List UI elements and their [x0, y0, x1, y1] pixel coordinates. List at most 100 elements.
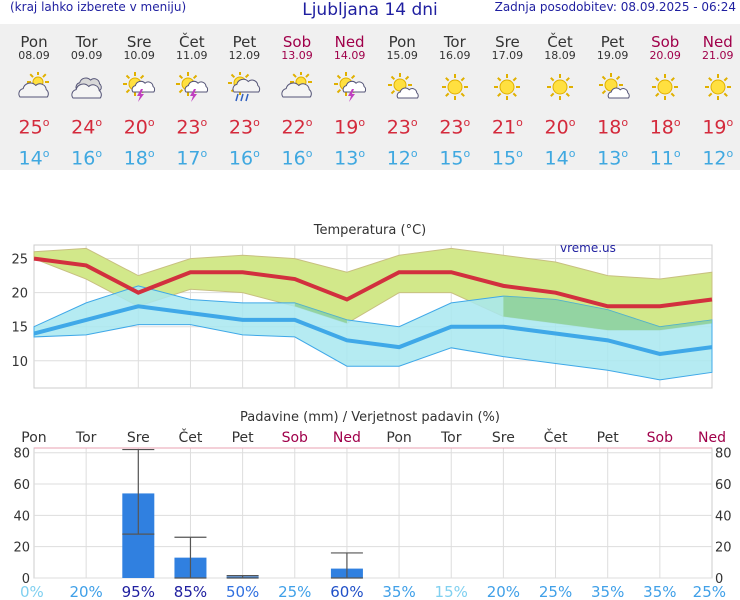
y-tick-label-left: 60 [13, 478, 30, 493]
max-temperature: 25o [18, 116, 50, 139]
sun-icon [547, 74, 573, 100]
max-temperature: 19o [702, 116, 734, 139]
x-category-label: Sre [492, 430, 515, 446]
y-tick-label: 15 [11, 321, 28, 336]
daily-forecast-strip: Pon 08.09 25o 14o Tor 09.09 24o 16o Sre 10.09 20o 1… [0, 24, 740, 170]
max-temperature: 23o [176, 116, 208, 139]
sun-rain-icon [228, 72, 261, 102]
forecast-day: Pon 15.09 23o 12o [376, 24, 428, 170]
min-temperature: 16o [228, 147, 260, 170]
day-name: Pon [20, 33, 48, 51]
max-temperature: 23o [439, 116, 471, 139]
cloudy-icon [70, 77, 102, 99]
forecast-day: Pet 12.09 23o 16o [218, 24, 270, 170]
x-category-label: Sob [647, 430, 673, 446]
max-temperature: 22o [281, 116, 313, 139]
precipitation-probability: 60% [330, 583, 363, 600]
day-name: Tor [443, 33, 466, 51]
y-tick-label-left: 20 [13, 541, 30, 556]
forecast-day: Sre 10.09 20o 18o [113, 24, 165, 170]
max-temperature: 23o [228, 116, 260, 139]
y-tick-label-left: 0 [22, 572, 30, 587]
forecast-day: Tor 09.09 24o 16o [61, 24, 113, 170]
x-category-label: Ned [333, 430, 361, 446]
day-date: 19.09 [596, 49, 629, 62]
day-name: Sre [495, 33, 520, 51]
min-temperature: 15o [491, 147, 523, 170]
day-date: 13.09 [281, 49, 313, 62]
precipitation-probability: 50% [226, 583, 259, 600]
x-category-label: Pet [597, 430, 620, 446]
day-name: Sob [282, 33, 312, 51]
precipitation-probability: 25% [539, 583, 572, 600]
min-temperature: 12o [386, 147, 418, 170]
precipitation-chart-title: Padavine (mm) / Verjetnost padavin (%) [240, 410, 500, 425]
day-name: Ned [702, 33, 733, 51]
min-temperature: 14o [18, 147, 50, 170]
sun-icon [704, 74, 731, 100]
forecast-day: Ned 14.09 19o 13o [324, 24, 376, 170]
y-tick-label-right: 60 [715, 478, 732, 493]
day-name: Tor [75, 33, 98, 51]
x-category-label: Tor [440, 430, 462, 446]
max-temperature: 23o [386, 116, 418, 139]
day-date: 10.09 [123, 49, 155, 62]
min-temperature: 15o [439, 147, 471, 170]
max-temperature: 18o [597, 116, 629, 139]
day-date: 11.09 [176, 49, 208, 62]
day-date: 16.09 [439, 49, 471, 62]
forecast-day: Čet 11.09 23o 17o [166, 24, 218, 170]
day-date: 20.09 [649, 49, 681, 62]
precipitation-probability: 35% [591, 583, 624, 600]
sun-small-cloud-icon [388, 73, 419, 99]
forecast-day: Sob 13.09 22o 16o [271, 24, 323, 170]
max-temperature: 21o [491, 116, 523, 139]
max-temperature: 20o [544, 116, 576, 139]
max-temperature: 24o [71, 116, 103, 139]
y-tick-label-right: 20 [715, 541, 732, 556]
y-tick-label-right: 0 [715, 572, 723, 587]
y-tick-label: 25 [11, 253, 28, 268]
day-date: 08.09 [18, 49, 50, 62]
precipitation-probability: 20% [487, 583, 520, 600]
sun-small-cloud-icon [598, 73, 630, 99]
min-temperature-line [33, 304, 713, 356]
day-date: 15.09 [386, 49, 418, 62]
day-name: Pet [600, 33, 625, 51]
min-temperature: 14o [544, 147, 576, 170]
last-update: Zadnja posodobitev: 08.09.2025 - 06:24 [494, 0, 736, 14]
max-temperature: 20o [123, 116, 155, 139]
region-hint[interactable]: (kraj lahko izberete v meniju) [10, 0, 187, 14]
x-category-label: Sob [282, 430, 308, 446]
partly-cloudy-icon [281, 72, 312, 98]
max-temperature: 18o [649, 116, 681, 139]
day-date: 18.09 [544, 49, 576, 62]
precipitation-probability: 95% [122, 583, 155, 600]
partly-cloudy-icon [18, 72, 49, 98]
precipitation-probability: 15% [435, 583, 468, 600]
precipitation-probability: 25% [278, 583, 311, 600]
forecast-day: Sre 17.09 21o 15o [481, 24, 533, 170]
precipitation-probability: 25% [693, 583, 726, 600]
x-category-label: Pon [21, 430, 46, 446]
x-category-label: Sre [127, 430, 150, 446]
x-category-label: Tor [75, 430, 97, 446]
day-name: Sob [651, 33, 680, 51]
sun-icon [652, 74, 679, 100]
page-title: Ljubljana 14 dni [302, 0, 438, 20]
x-category-label: Pon [386, 430, 411, 446]
day-name: Čet [179, 33, 205, 51]
y-tick-label-right: 80 [715, 447, 732, 462]
precipitation-probability: 20% [69, 583, 102, 600]
x-category-label: Čet [544, 428, 568, 446]
day-date: 09.09 [70, 49, 103, 62]
y-tick-label: 20 [11, 287, 28, 302]
min-temperature: 12o [702, 147, 734, 170]
max-temperature-line [33, 256, 713, 309]
min-temperature: 17o [176, 147, 208, 170]
max-temperature: 19o [334, 116, 366, 139]
precipitation-probability: 35% [643, 583, 676, 600]
y-tick-label: 10 [11, 355, 28, 370]
forecast-day: Sob 20.09 18o 11o [639, 24, 691, 170]
forecast-day: Ned 21.09 19o 12o [692, 24, 740, 170]
